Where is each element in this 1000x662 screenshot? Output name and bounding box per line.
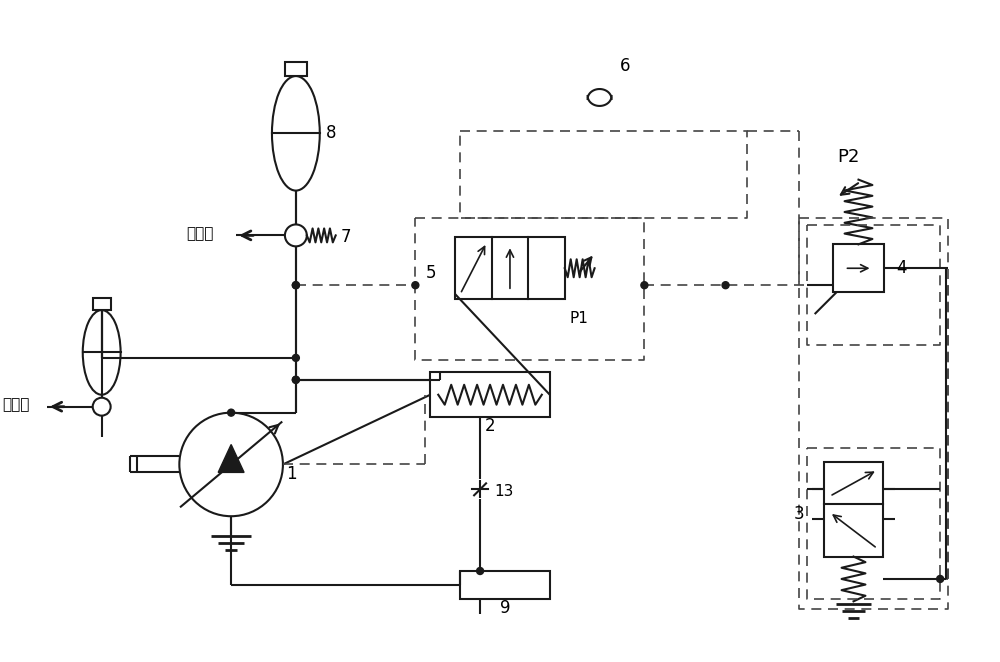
FancyBboxPatch shape [833, 244, 884, 292]
Circle shape [722, 282, 729, 289]
Circle shape [937, 575, 944, 583]
FancyBboxPatch shape [93, 298, 111, 310]
Circle shape [93, 398, 111, 416]
Text: 1: 1 [286, 465, 297, 483]
Text: 至系统: 至系统 [2, 397, 29, 412]
Polygon shape [218, 444, 244, 473]
FancyBboxPatch shape [455, 238, 565, 299]
Circle shape [477, 567, 484, 575]
Circle shape [292, 376, 299, 383]
Circle shape [292, 354, 299, 361]
Circle shape [285, 224, 307, 246]
FancyBboxPatch shape [824, 462, 883, 557]
Ellipse shape [272, 76, 320, 191]
Text: 2: 2 [485, 417, 495, 435]
FancyBboxPatch shape [430, 372, 550, 417]
Text: P1: P1 [570, 311, 589, 326]
Circle shape [179, 412, 283, 516]
Circle shape [292, 376, 299, 383]
Text: 8: 8 [326, 124, 336, 142]
Text: 13: 13 [494, 484, 513, 499]
Text: 3: 3 [794, 505, 804, 523]
Circle shape [412, 282, 419, 289]
Text: 7: 7 [341, 228, 351, 246]
Text: 至系统: 至系统 [186, 226, 214, 241]
Text: 6: 6 [619, 57, 630, 75]
Ellipse shape [83, 310, 121, 395]
FancyBboxPatch shape [285, 62, 307, 76]
Circle shape [292, 282, 299, 289]
Circle shape [228, 409, 235, 416]
Text: P2: P2 [837, 148, 860, 166]
Circle shape [641, 282, 648, 289]
Text: 4: 4 [896, 260, 907, 277]
Circle shape [292, 282, 299, 289]
Text: 9: 9 [500, 599, 510, 617]
FancyBboxPatch shape [460, 571, 550, 599]
Text: 5: 5 [425, 264, 436, 282]
